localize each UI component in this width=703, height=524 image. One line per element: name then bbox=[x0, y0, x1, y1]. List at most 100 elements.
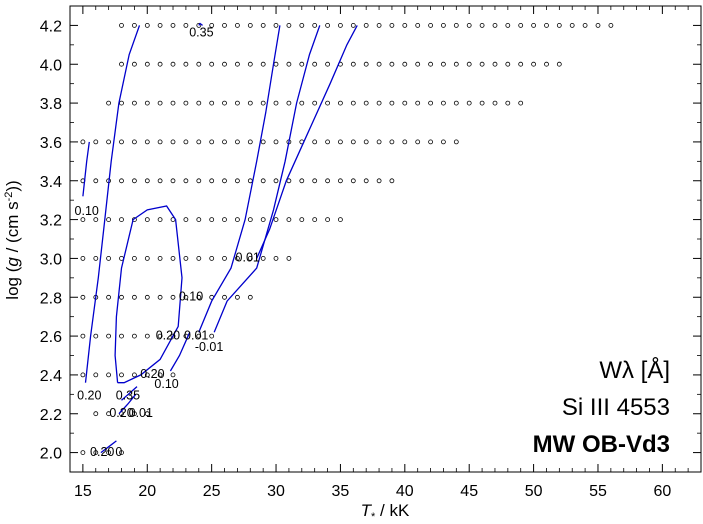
model-point bbox=[247, 294, 253, 300]
model-point bbox=[131, 139, 137, 145]
model-point bbox=[544, 61, 549, 67]
contour-label-10: 0.35 bbox=[116, 389, 140, 403]
model-point bbox=[144, 333, 150, 339]
contour-label-8: 0.10 bbox=[154, 377, 178, 391]
model-point bbox=[608, 22, 614, 28]
model-point bbox=[183, 294, 189, 300]
model-point bbox=[183, 61, 189, 67]
info-wavelength-label: Wλ [Å] bbox=[599, 356, 670, 384]
model-point bbox=[286, 217, 292, 223]
model-point bbox=[131, 294, 137, 300]
model-point bbox=[376, 22, 382, 28]
contour-line-5 bbox=[213, 25, 321, 333]
x-tick-label: 50 bbox=[525, 483, 543, 500]
model-point bbox=[312, 100, 318, 106]
model-point bbox=[556, 61, 562, 67]
model-point bbox=[569, 22, 575, 28]
model-point bbox=[144, 372, 150, 378]
contour-label-13: 0.20 bbox=[90, 445, 114, 459]
model-point bbox=[492, 100, 498, 106]
model-point bbox=[260, 61, 266, 67]
model-point bbox=[582, 22, 588, 28]
model-point bbox=[157, 294, 163, 300]
contour-labels: 0.350.100.010.100.20 0.01-0.010.200.100.2… bbox=[75, 25, 260, 458]
model-point bbox=[222, 61, 227, 67]
model-point bbox=[453, 139, 459, 145]
x-axis-title: T* / kK bbox=[361, 501, 410, 523]
model-point bbox=[518, 61, 524, 67]
model-point bbox=[106, 100, 111, 106]
model-point bbox=[234, 255, 240, 261]
model-point bbox=[80, 139, 86, 145]
x-tick-label: 25 bbox=[203, 483, 221, 500]
model-point bbox=[93, 217, 99, 223]
y-tick-label: 2.8 bbox=[40, 290, 62, 307]
model-point bbox=[131, 100, 137, 106]
model-point bbox=[325, 139, 331, 145]
model-point bbox=[119, 217, 124, 223]
model-point bbox=[106, 217, 111, 223]
model-point bbox=[157, 100, 163, 106]
model-point bbox=[299, 217, 305, 223]
model-point bbox=[556, 22, 562, 28]
model-point bbox=[170, 22, 176, 28]
model-point bbox=[183, 178, 189, 184]
model-point bbox=[157, 255, 163, 261]
model-point bbox=[595, 22, 601, 28]
model-point bbox=[144, 61, 150, 67]
model-point bbox=[196, 22, 202, 28]
contour-line-2 bbox=[114, 205, 183, 384]
model-point bbox=[428, 22, 434, 28]
model-point bbox=[466, 22, 472, 28]
model-point bbox=[479, 22, 485, 28]
model-point bbox=[119, 61, 124, 67]
model-point bbox=[312, 22, 318, 28]
model-point bbox=[363, 22, 369, 28]
y-tick-label: 2.0 bbox=[40, 446, 62, 463]
model-point bbox=[440, 22, 446, 28]
model-point bbox=[440, 100, 446, 106]
model-point bbox=[518, 22, 524, 28]
model-point bbox=[131, 333, 137, 339]
model-point bbox=[93, 255, 99, 261]
model-point bbox=[234, 294, 240, 300]
model-point bbox=[131, 178, 137, 184]
model-point bbox=[106, 294, 111, 300]
contour-label-5: 0.01 bbox=[184, 328, 208, 342]
model-point bbox=[544, 22, 549, 28]
model-point bbox=[428, 100, 434, 106]
model-point bbox=[234, 100, 240, 106]
model-point bbox=[234, 139, 240, 145]
x-tick-label: 45 bbox=[460, 483, 478, 500]
model-point bbox=[247, 61, 253, 67]
model-point bbox=[234, 178, 240, 184]
model-point bbox=[80, 294, 86, 300]
y-tick-label: 4.2 bbox=[40, 18, 62, 35]
model-point bbox=[131, 61, 137, 67]
contour-label-2: 0.01 bbox=[236, 251, 260, 265]
contour-lines bbox=[82, 22, 358, 454]
model-point bbox=[325, 178, 331, 184]
model-point bbox=[93, 450, 99, 456]
y-axis-title: log (g / (cm s-2)) bbox=[3, 180, 22, 299]
model-point bbox=[325, 61, 331, 67]
model-point bbox=[286, 100, 292, 106]
model-point bbox=[505, 100, 511, 106]
model-point bbox=[144, 217, 150, 223]
model-point bbox=[350, 178, 356, 184]
x-tick-label: 55 bbox=[589, 483, 607, 500]
model-point bbox=[286, 22, 292, 28]
model-point bbox=[144, 100, 150, 106]
model-point bbox=[93, 139, 99, 145]
model-point bbox=[286, 61, 292, 67]
model-point bbox=[196, 333, 202, 339]
y-tick-label: 3.4 bbox=[40, 174, 62, 191]
model-point bbox=[363, 139, 369, 145]
model-point bbox=[337, 178, 343, 184]
model-point bbox=[183, 255, 189, 261]
model-point bbox=[273, 100, 279, 106]
contour-label-3: 0.10 bbox=[179, 290, 203, 304]
model-point bbox=[337, 217, 343, 223]
model-point bbox=[350, 139, 356, 145]
model-point bbox=[312, 217, 318, 223]
